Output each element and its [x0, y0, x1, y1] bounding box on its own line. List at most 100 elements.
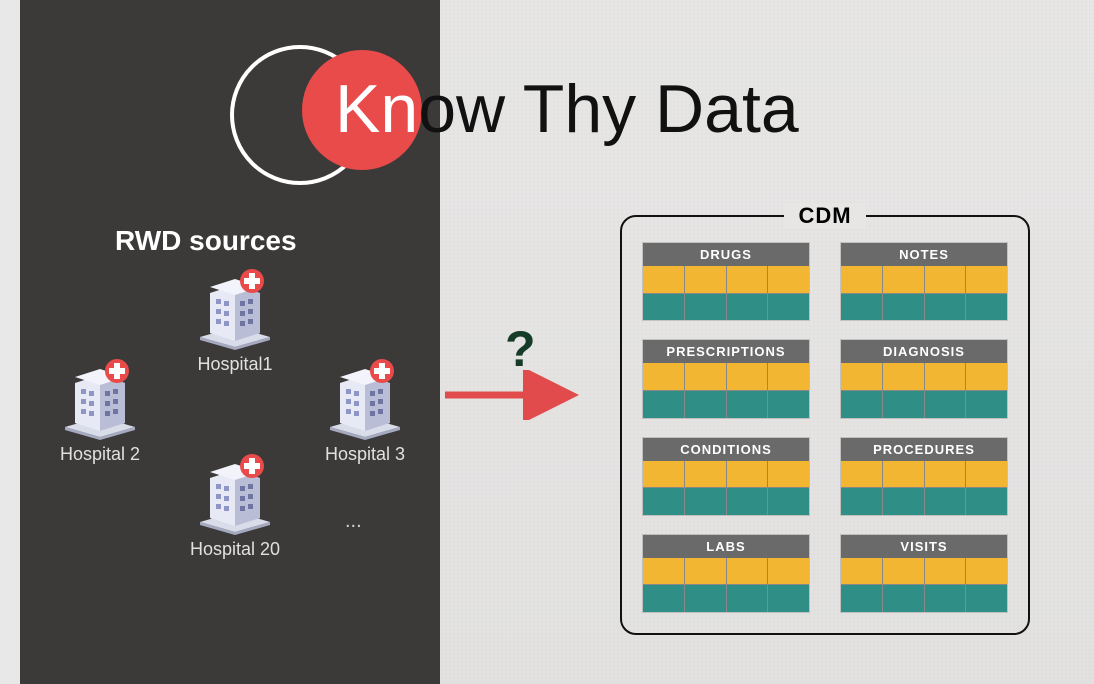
title-lead: Kn [335, 71, 418, 147]
cdm-cell [883, 461, 924, 488]
slide-stage: Know Thy Data RWD sources Hospital1 [0, 0, 1094, 684]
cdm-cell [643, 461, 684, 488]
cdm-cell [966, 294, 1007, 321]
cdm-cell [925, 488, 966, 515]
cdm-cell [966, 558, 1007, 585]
cdm-table-body [841, 558, 1007, 612]
cdm-table: DIAGNOSIS [840, 339, 1008, 418]
cdm-cell [966, 488, 1007, 515]
cdm-table-header: DRUGS [643, 243, 809, 266]
hospital-node: Hospital 3 [305, 355, 425, 465]
cdm-cell [768, 461, 809, 488]
question-mark-icon: ? [505, 320, 536, 378]
cdm-cell [685, 363, 726, 390]
cdm-cell [883, 363, 924, 390]
cdm-cell [966, 585, 1007, 612]
cdm-cell [883, 558, 924, 585]
cdm-cell [925, 585, 966, 612]
cdm-cell [841, 363, 882, 390]
cdm-table-header: LABS [643, 535, 809, 558]
cdm-cell [768, 585, 809, 612]
cdm-table: PRESCRIPTIONS [642, 339, 810, 418]
cdm-title: CDM [784, 203, 865, 229]
cdm-cell [841, 585, 882, 612]
cdm-cell [966, 363, 1007, 390]
cdm-table-header: DIAGNOSIS [841, 340, 1007, 363]
cdm-cell [768, 558, 809, 585]
cdm-cell [643, 294, 684, 321]
cdm-table-body [643, 363, 809, 417]
cdm-cell [727, 461, 768, 488]
cdm-table: CONDITIONS [642, 437, 810, 516]
cdm-cell [768, 294, 809, 321]
cdm-cell [685, 294, 726, 321]
cdm-cell [925, 391, 966, 418]
cdm-cell [685, 585, 726, 612]
cdm-cell [727, 585, 768, 612]
slide-title: Know Thy Data [335, 70, 799, 148]
cdm-table: LABS [642, 534, 810, 613]
cdm-cell [883, 266, 924, 293]
cdm-table-body [643, 558, 809, 612]
cdm-cell [643, 558, 684, 585]
cdm-cell [727, 294, 768, 321]
arrow-block: ? [445, 370, 595, 450]
cdm-cell [883, 585, 924, 612]
cdm-box: CDM DRUGSNOTESPRESCRIPTIONSDIAGNOSISCOND… [620, 215, 1030, 635]
cdm-cell [768, 363, 809, 390]
cdm-cell [643, 585, 684, 612]
cdm-table-header: VISITS [841, 535, 1007, 558]
cdm-cell [925, 294, 966, 321]
rwd-sources-label: RWD sources [115, 225, 297, 257]
cdm-cell [925, 558, 966, 585]
title-rest: ow Thy Data [418, 71, 798, 147]
cdm-cell [643, 363, 684, 390]
cdm-cell [966, 461, 1007, 488]
cdm-table-header: PRESCRIPTIONS [643, 340, 809, 363]
cdm-cell [727, 488, 768, 515]
cdm-cell [841, 391, 882, 418]
cdm-cell [727, 558, 768, 585]
cdm-title-wrap: CDM [622, 203, 1028, 229]
cdm-table: DRUGS [642, 242, 810, 321]
cdm-cell [841, 488, 882, 515]
cdm-cell [685, 461, 726, 488]
cdm-cell [685, 558, 726, 585]
hospitals-ellipsis: ... [345, 510, 362, 533]
cdm-table-header: NOTES [841, 243, 1007, 266]
cdm-cell [966, 391, 1007, 418]
cdm-table-body [643, 266, 809, 320]
cdm-cell [685, 488, 726, 515]
cdm-cell [768, 391, 809, 418]
hospital-label: Hospital 3 [305, 444, 425, 465]
cdm-grid: DRUGS NOTES PRESCRIPTIONS DIAGNOSIS CONDITIO… [642, 242, 1008, 613]
hospital-node: Hospital1 [175, 265, 295, 375]
cdm-cell [727, 363, 768, 390]
cdm-cell [768, 488, 809, 515]
cdm-cell [685, 391, 726, 418]
cdm-table: NOTES [840, 242, 1008, 321]
cdm-table-body [841, 266, 1007, 320]
cdm-cell [883, 391, 924, 418]
cdm-table: PROCEDURES [840, 437, 1008, 516]
cdm-cell [841, 461, 882, 488]
cdm-cell [925, 266, 966, 293]
cdm-table-body [841, 461, 1007, 515]
cdm-table-header: PROCEDURES [841, 438, 1007, 461]
cdm-cell [841, 558, 882, 585]
hospital-label: Hospital1 [175, 354, 295, 375]
cdm-cell [768, 266, 809, 293]
hospital-label: Hospital 2 [40, 444, 160, 465]
cdm-cell [883, 294, 924, 321]
cdm-cell [643, 488, 684, 515]
cdm-cell [883, 488, 924, 515]
cdm-table-body [643, 461, 809, 515]
cdm-cell [925, 461, 966, 488]
cdm-cell [841, 266, 882, 293]
cdm-cell [925, 363, 966, 390]
cdm-table: VISITS [840, 534, 1008, 613]
hospital-label: Hospital 20 [175, 539, 295, 560]
hospital-node: Hospital 2 [40, 355, 160, 465]
cdm-cell [727, 391, 768, 418]
cdm-cell [643, 266, 684, 293]
